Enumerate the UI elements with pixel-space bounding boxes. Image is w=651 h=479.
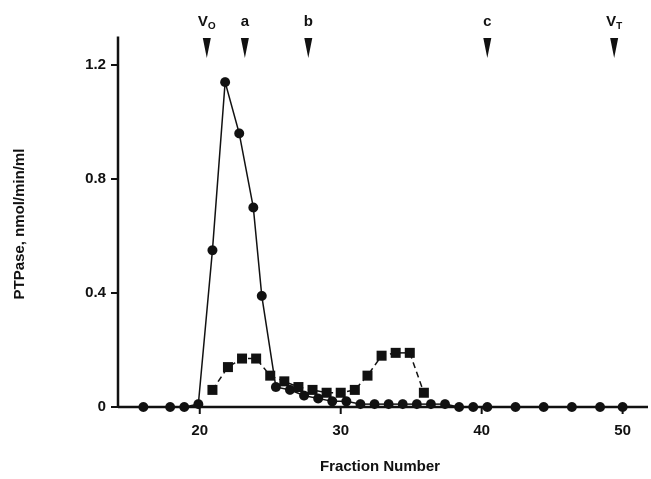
marker-label-sub: O xyxy=(208,21,216,32)
y-tick-label: 0.4 xyxy=(85,284,107,301)
point xyxy=(234,128,245,139)
y-tick-label: 0 xyxy=(98,398,106,415)
point xyxy=(207,384,218,395)
point xyxy=(193,399,204,410)
point xyxy=(220,77,231,88)
point xyxy=(222,362,233,373)
y-tick-label: 1.2 xyxy=(85,56,106,73)
marker-label: a xyxy=(241,13,250,30)
marker-arrow xyxy=(304,38,313,58)
point xyxy=(251,353,262,364)
point xyxy=(440,399,451,410)
point xyxy=(510,402,521,412)
x-axis-label: Fraction Number xyxy=(320,458,440,475)
point xyxy=(341,396,352,407)
marker-arrow xyxy=(610,38,619,58)
point xyxy=(349,384,360,395)
point xyxy=(265,370,276,381)
point xyxy=(284,384,295,395)
point xyxy=(617,402,628,412)
marker-arrow xyxy=(202,38,211,58)
point xyxy=(482,402,493,412)
point xyxy=(425,399,436,410)
marker-label: c xyxy=(483,13,491,30)
marker-label: VT xyxy=(606,13,622,32)
point xyxy=(383,399,394,410)
point xyxy=(335,387,346,398)
point xyxy=(369,399,380,410)
x-tick-label: 30 xyxy=(332,422,349,439)
x-tick-label: 20 xyxy=(191,422,208,439)
point xyxy=(237,353,248,364)
marker-label-text: V xyxy=(606,13,616,30)
point xyxy=(538,402,549,412)
point xyxy=(566,402,577,412)
point xyxy=(595,402,606,412)
point xyxy=(376,350,387,361)
marker-label-text: V xyxy=(198,13,208,30)
y-axis-label: PTPase, nmol/min/ml xyxy=(11,149,28,300)
x-tick-label: 40 xyxy=(473,422,490,439)
x-tick-label: 50 xyxy=(614,422,631,439)
point xyxy=(256,290,267,301)
point xyxy=(362,370,373,381)
marker-label: VO xyxy=(198,13,216,32)
point xyxy=(293,382,304,393)
marker-arrow xyxy=(483,38,492,58)
point xyxy=(411,399,422,410)
point xyxy=(468,402,479,412)
point xyxy=(313,393,324,404)
point xyxy=(355,399,366,410)
point xyxy=(397,399,408,410)
point xyxy=(299,390,310,401)
marker-label-text: b xyxy=(304,13,313,30)
series-line xyxy=(211,352,425,394)
point xyxy=(327,396,338,407)
point xyxy=(454,402,465,412)
marker-label-text: a xyxy=(241,13,250,30)
point xyxy=(418,387,429,398)
marker-label-text: c xyxy=(483,13,491,30)
point xyxy=(270,382,281,393)
point xyxy=(279,376,290,387)
marker-label: b xyxy=(304,13,313,30)
marker-label-sub: T xyxy=(616,21,622,32)
point xyxy=(404,347,415,358)
marker-arrow xyxy=(240,38,249,58)
point xyxy=(138,402,149,412)
y-tick-label: 0.8 xyxy=(85,170,106,187)
point xyxy=(165,402,176,412)
point xyxy=(307,384,318,395)
point xyxy=(321,387,332,398)
point xyxy=(179,402,190,412)
point xyxy=(248,202,259,213)
point xyxy=(390,347,401,358)
point xyxy=(207,245,218,256)
